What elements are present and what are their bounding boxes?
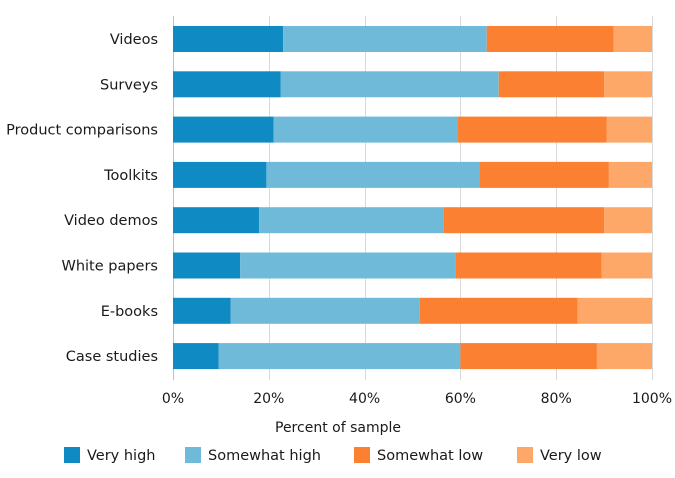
category-label: White papers [61, 259, 158, 275]
legend-label: Very low [540, 448, 602, 464]
bar-segment [230, 297, 420, 324]
bar-segment [273, 116, 459, 143]
bar-segment [173, 207, 260, 234]
bar-segment [173, 343, 219, 370]
category-label: Product comparisons [6, 123, 158, 139]
legend-swatch [185, 447, 201, 463]
bar-segment [443, 207, 605, 234]
x-tick-label: 100% [632, 391, 672, 407]
category-label: Surveys [100, 77, 158, 93]
category-label: Case studies [66, 349, 158, 365]
bar-segment [173, 71, 281, 98]
x-axis-title: Percent of sample [275, 420, 401, 436]
bar-segment [601, 252, 652, 279]
bar-segment [604, 207, 652, 234]
bar-segment [218, 343, 461, 370]
category-label: Toolkits [103, 168, 158, 184]
bar-segment [173, 161, 267, 188]
bar-segment [577, 297, 652, 324]
legend-label: Very high [87, 448, 155, 464]
x-tick-label: 60% [445, 391, 476, 407]
bar-segment [596, 343, 652, 370]
category-label: Videos [110, 32, 158, 48]
legend-label: Somewhat low [377, 448, 483, 464]
bar-segment [173, 26, 284, 52]
bar-segment [458, 116, 607, 143]
bar-segment [259, 207, 444, 234]
bar-segment [455, 252, 602, 279]
bar-segment [613, 26, 652, 52]
legend-swatch [354, 447, 370, 463]
bar-segment [280, 71, 499, 98]
bar-segment [606, 116, 652, 143]
legend-label: Somewhat high [208, 448, 321, 464]
x-tick-labels: 0% 20% 40% 60% 80% 100% [162, 391, 672, 407]
gridlines [173, 16, 653, 380]
bar-segment [479, 161, 609, 188]
bar-segment [240, 252, 456, 279]
bar-segment [173, 116, 274, 143]
legend: Very high Somewhat high Somewhat low Very l… [64, 447, 602, 464]
bar-segment [498, 71, 605, 98]
bar-segment [604, 71, 652, 98]
category-labels: Videos Surveys Product comparisons Toolkits… [6, 32, 158, 365]
bar-segment [173, 297, 231, 324]
bar-segment [266, 161, 480, 188]
bar-segment [608, 161, 652, 188]
legend-swatch [517, 447, 533, 463]
bar-segment [173, 252, 241, 279]
category-label: E-books [101, 304, 158, 320]
x-tick-label: 80% [541, 391, 572, 407]
category-label: Video demos [64, 213, 158, 229]
bars [173, 26, 652, 370]
x-tick-label: 20% [253, 391, 284, 407]
bar-segment [460, 343, 597, 370]
bar-segment [486, 26, 614, 52]
legend-swatch [64, 447, 80, 463]
bar-segment [419, 297, 578, 324]
x-tick-label: 40% [349, 391, 380, 407]
x-tick-label: 0% [162, 391, 184, 407]
bar-segment [283, 26, 487, 52]
